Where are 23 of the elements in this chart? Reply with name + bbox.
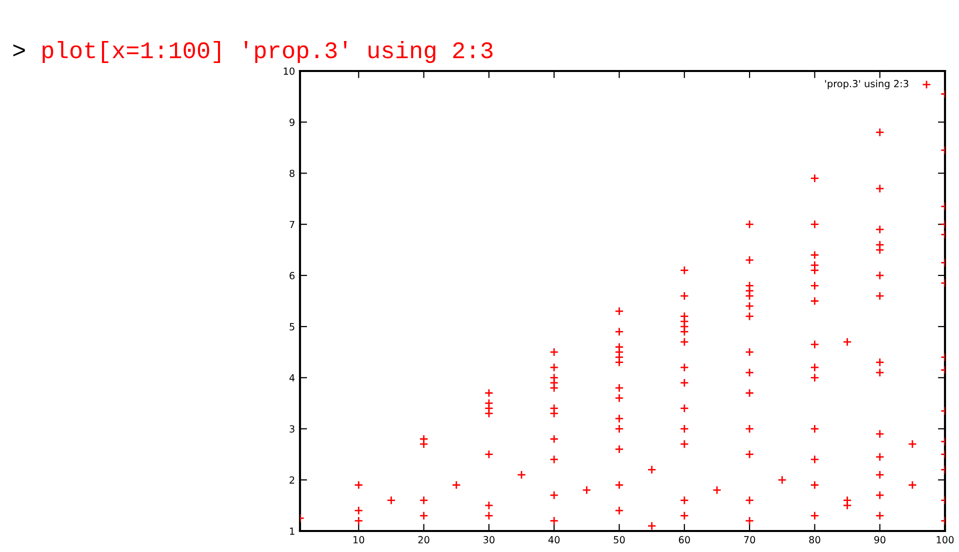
y-tick-label: 4 [289, 374, 295, 382]
x-tick-label: 50 [614, 536, 625, 544]
y-tick-label: 9 [290, 118, 294, 126]
y-tick-label: 2 [290, 476, 294, 484]
x-tick-label: 90 [874, 536, 886, 544]
x-tick-label: 30 [483, 536, 494, 544]
y-tick-label: 3 [290, 425, 294, 433]
y-tick-label: 1 [290, 528, 294, 535]
x-tick-label: 10 [354, 536, 364, 544]
text: > [13, 44, 25, 56]
x-tick-label: 20 [418, 536, 430, 544]
x-tick-label: 70 [744, 536, 756, 544]
x-tick-label: 80 [809, 536, 820, 544]
x-tick-label: 100 [936, 536, 954, 544]
y-tick-label: 6 [290, 272, 295, 280]
x-tick-label: 60 [678, 536, 690, 544]
text: plot[x=1:100] 'prop.3' using 2:3 [42, 40, 493, 64]
legend-label: 'prop.3' using 2:3 [825, 80, 908, 90]
x-tick-label: 40 [548, 536, 560, 544]
y-tick-label: 10 [284, 67, 294, 75]
y-tick-label: 8 [290, 170, 294, 178]
y-tick-label: 7 [290, 220, 294, 228]
y-tick-label: 5 [290, 323, 294, 330]
